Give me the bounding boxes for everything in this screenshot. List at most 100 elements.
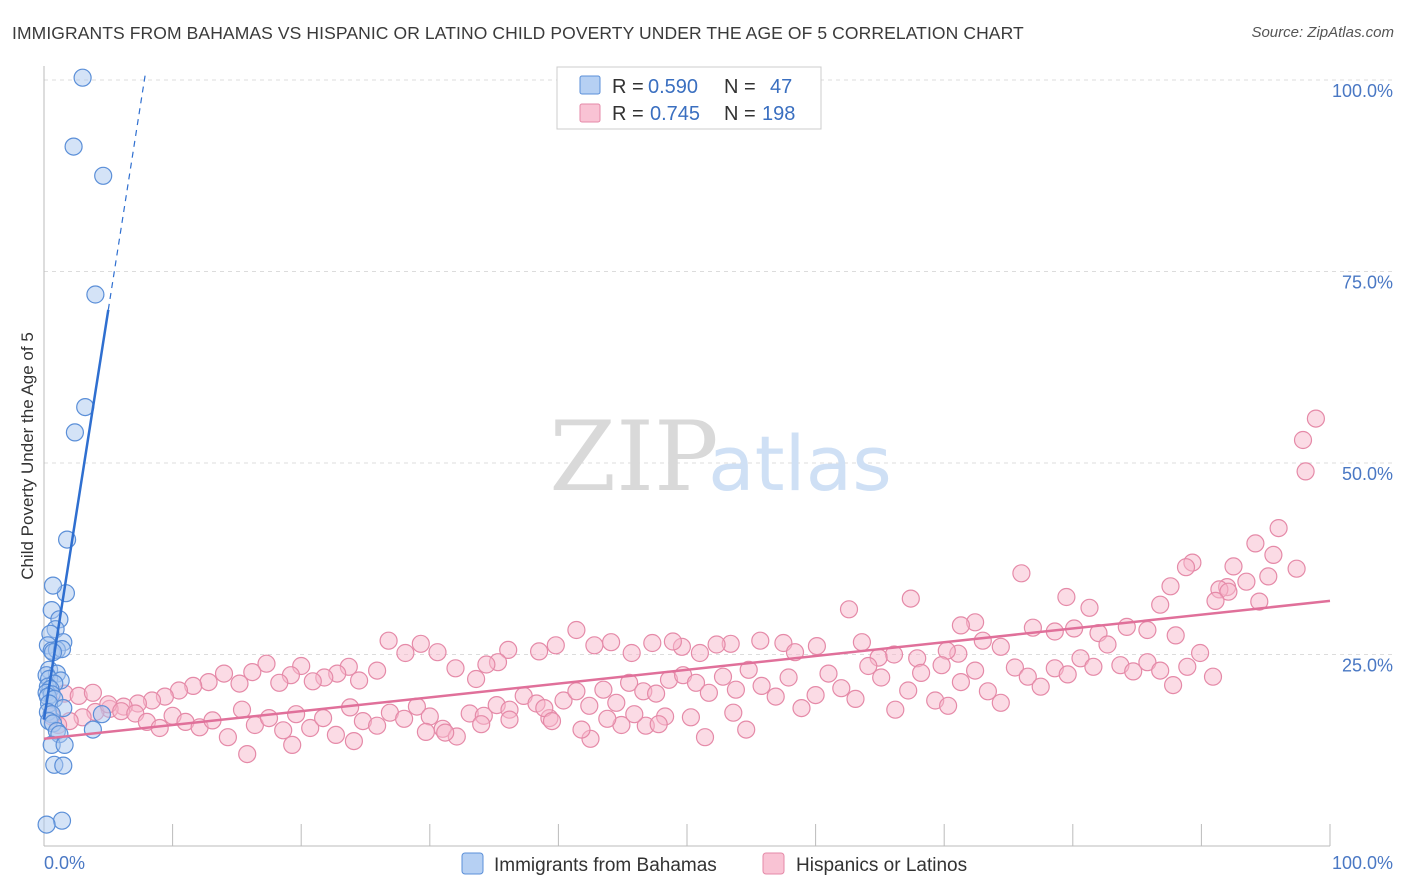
watermark-zip: ZIP [549, 401, 718, 513]
hispanics-point-173 [1124, 662, 1143, 681]
hispanics-point-142 [713, 667, 733, 686]
hispanics-point-80 [199, 672, 218, 692]
hispanics-point-47 [707, 635, 726, 654]
hispanics-point-22 [901, 589, 920, 608]
hispanics-point-120 [420, 707, 439, 726]
hispanics-point-165 [1018, 667, 1037, 686]
watermark: ZIP atlas [549, 401, 891, 513]
hispanics-point-23 [839, 600, 859, 619]
hispanics-point-44 [785, 643, 805, 662]
hispanics-point-190 [416, 722, 435, 742]
hispanics-point-77 [243, 662, 262, 682]
hispanics-point-133 [594, 680, 613, 699]
hispanics-point-16 [1206, 591, 1225, 611]
hispanics-point-52 [622, 643, 641, 663]
hispanics-point-198 [724, 703, 743, 722]
bahamas-point-5 [65, 423, 85, 442]
hispanics-point-29 [1138, 620, 1157, 640]
hispanics-point-178 [1190, 643, 1210, 663]
hispanics-point-33 [991, 637, 1010, 656]
legend-r-label-1: R = [612, 76, 644, 98]
hispanics-point-146 [766, 687, 785, 706]
y-axis-label: Child Poverty Under the Age of 5 [18, 332, 37, 580]
hispanics-point-145 [752, 676, 771, 696]
hispanics-trend-line [43, 599, 1331, 741]
bahamas-point-1 [64, 137, 83, 156]
hispanics-point-197 [681, 708, 701, 727]
hispanics-point-72 [303, 672, 322, 691]
y-tick-label-0: 25.0% [1342, 656, 1393, 676]
hispanics-point-45 [751, 631, 770, 650]
hispanics-point-176 [1163, 675, 1183, 695]
legend-n-value-2: 198 [762, 103, 795, 125]
hispanics-point-60 [477, 655, 496, 674]
chart-title: IMMIGRANTS FROM BAHAMAS VS HISPANIC OR L… [12, 23, 1024, 43]
hispanics-point-163 [991, 693, 1010, 712]
hispanics-point-188 [238, 744, 257, 764]
stats-legend: R = 0.590 N = 47 R = 0.745 N = 198 [556, 66, 822, 130]
hispanics-point-50 [663, 632, 683, 651]
bahamas-point-0 [73, 68, 92, 87]
hispanics-point-177 [1178, 657, 1197, 676]
legend-n-label-1: N = [724, 76, 756, 98]
hispanics-point-7 [1287, 559, 1306, 578]
hispanics-point-199 [695, 728, 715, 747]
hispanics-point-32 [951, 616, 971, 635]
hispanics-point-195 [625, 705, 644, 724]
hispanics-point-134 [607, 693, 626, 712]
x-tick-labels: 0.0% 100.0% [44, 853, 1393, 873]
hispanics-point-137 [646, 684, 666, 703]
hispanics-point-155 [886, 700, 905, 719]
source-credit: Source: ZipAtlas.com [1251, 24, 1394, 41]
hispanics-point-3 [1269, 518, 1288, 538]
hispanics-point-148 [792, 698, 811, 718]
legend-r-value-2: 0.745 [650, 103, 700, 125]
hispanics-point-135 [619, 673, 639, 692]
hispanics-point-2 [1296, 462, 1315, 481]
stats-legend-swatch-pink [579, 103, 601, 123]
hispanics-point-62 [446, 659, 465, 678]
bahamas-point-35 [92, 705, 112, 724]
x-tick-label-1: 100.0% [1332, 853, 1393, 873]
hispanics-point-191 [472, 715, 491, 734]
hispanics-point-13 [1161, 577, 1180, 596]
hispanics-point-105 [218, 728, 237, 747]
hispanics-point-161 [965, 661, 985, 680]
hispanics-point-54 [585, 636, 604, 655]
hispanics-point-132 [580, 696, 599, 715]
hispanics-point-108 [259, 708, 279, 728]
y-tick-label-2: 75.0% [1342, 273, 1393, 293]
hispanics-point-64 [411, 634, 430, 653]
hispanics-point-159 [938, 696, 958, 715]
bahamas-point-8 [43, 576, 63, 595]
hispanics-point-9 [1176, 558, 1196, 577]
hispanics-point-153 [859, 656, 878, 676]
legend-swatch-hispanics [762, 852, 785, 875]
hispanics-point-110 [287, 705, 306, 724]
series-legend: Immigrants from Bahamas Hispanics or Lat… [461, 852, 967, 876]
hispanics-point-160 [951, 672, 971, 692]
hispanics-point-112 [314, 708, 333, 728]
hispanics-point-118 [395, 709, 414, 728]
hispanics-point-67 [368, 661, 387, 680]
hispanics-point-42 [807, 636, 827, 656]
hispanics-point-181 [500, 710, 519, 729]
series-hispanics-points [42, 409, 1326, 764]
bahamas-point-45 [52, 811, 72, 830]
hispanics-point-95 [83, 683, 103, 702]
hispanics-point-180 [436, 723, 455, 742]
legend-n-value-1: 47 [770, 76, 792, 98]
hispanics-point-187 [283, 735, 302, 755]
hispanics-point-116 [368, 716, 387, 735]
hispanics-point-55 [567, 620, 586, 640]
hispanics-point-34 [973, 631, 992, 650]
hispanics-point-5 [1264, 545, 1283, 565]
y-tick-label-1: 50.0% [1342, 464, 1393, 484]
hispanics-point-58 [499, 640, 518, 660]
x-tick-label-0: 0.0% [44, 853, 85, 873]
hispanics-point-152 [846, 689, 865, 709]
hispanics-point-171 [1098, 635, 1117, 654]
hispanics-point-189 [344, 731, 363, 751]
hispanics-point-109 [274, 721, 293, 740]
